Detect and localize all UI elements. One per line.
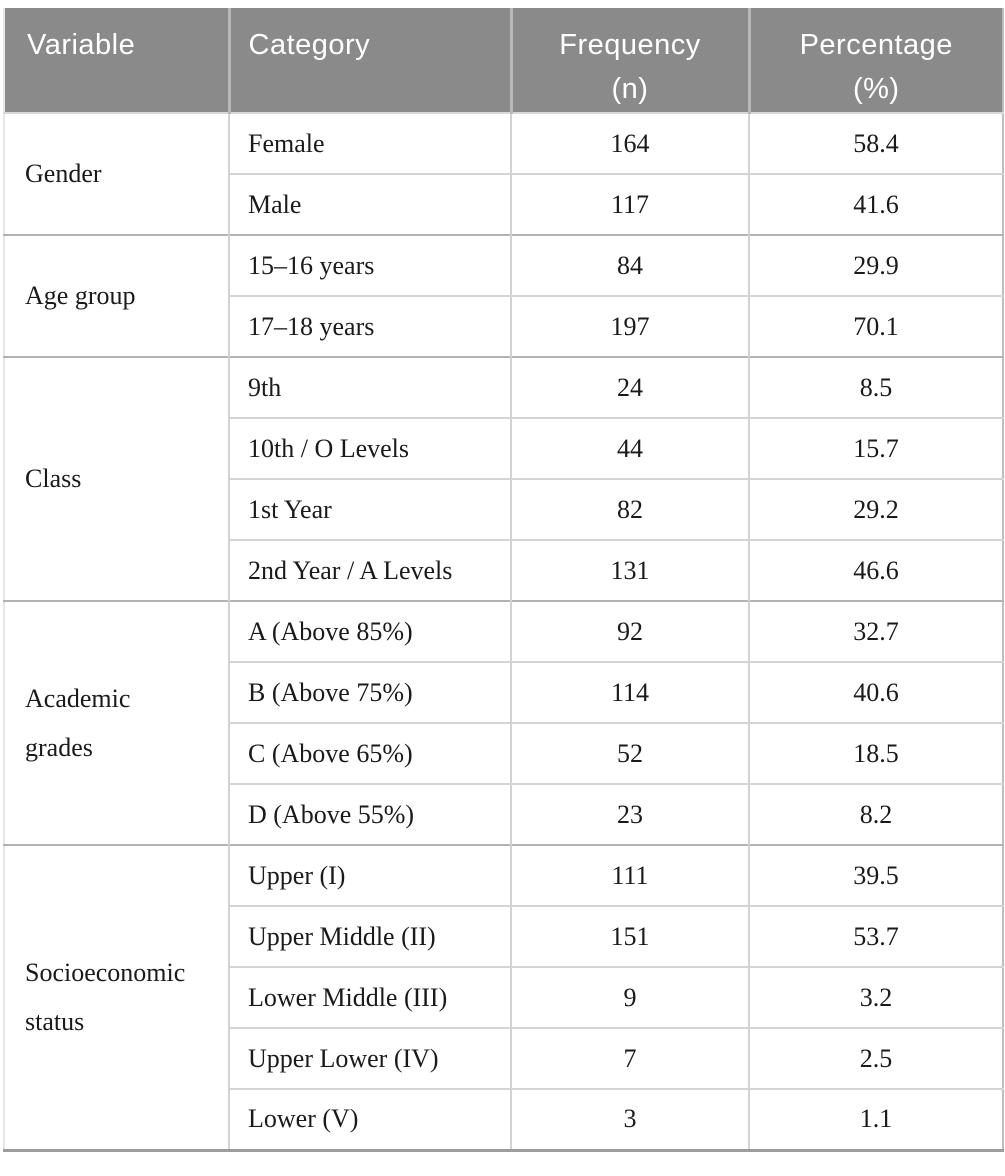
percentage-cell: 70.1 — [748, 295, 1003, 358]
table-row: D (Above 55%) 23 8.2 — [4, 783, 1003, 846]
variable-cell-socioeconomic-status: Socioeconomic status — [4, 844, 229, 1151]
frequency-cell: 117 — [510, 173, 749, 236]
frequency-cell: 52 — [510, 722, 749, 785]
table-row: B (Above 75%) 114 40.6 — [4, 661, 1003, 724]
demographics-table: Variable Category Frequency (n) Percenta… — [3, 8, 1004, 1152]
percentage-cell: 29.9 — [748, 234, 1003, 297]
category-cell: Upper Middle (II) — [228, 905, 511, 968]
category-cell: Lower (V) — [228, 1088, 511, 1151]
percentage-cell: 8.5 — [748, 356, 1003, 419]
frequency-cell: 111 — [510, 844, 749, 907]
variable-cell-academic-grades: Academic grades — [4, 600, 229, 846]
table-row: 2nd Year / A Levels 131 46.6 — [4, 539, 1003, 602]
table-row: Socioeconomic status Upper (I) 111 39.5 — [4, 844, 1003, 1151]
category-cell: 2nd Year / A Levels — [228, 539, 511, 602]
table-row: Lower (V) 3 1.1 — [4, 1088, 1003, 1151]
category-cell: 1st Year — [228, 478, 511, 541]
percentage-cell: 8.2 — [748, 783, 1003, 846]
frequency-cell: 82 — [510, 478, 749, 541]
percentage-cell: 18.5 — [748, 722, 1003, 785]
column-header-category: Category — [227, 8, 511, 114]
category-cell: 17–18 years — [228, 295, 511, 358]
percentage-cell: 40.6 — [748, 661, 1003, 724]
frequency-cell: 164 — [510, 112, 749, 175]
table-row: Class 9th 24 8.5 — [4, 356, 1003, 602]
table-row: 10th / O Levels 44 15.7 — [4, 417, 1003, 480]
table-row: Academic grades A (Above 85%) 92 32.7 — [4, 600, 1003, 846]
column-header-frequency-line2: (n) — [611, 73, 649, 106]
category-cell: Upper (I) — [228, 844, 511, 907]
frequency-cell: 131 — [510, 539, 749, 602]
frequency-cell: 197 — [510, 295, 749, 358]
percentage-cell: 39.5 — [748, 844, 1003, 907]
column-header-variable: Variable — [4, 8, 229, 114]
percentage-cell: 15.7 — [748, 417, 1003, 480]
percentage-cell: 3.2 — [748, 966, 1003, 1029]
table-row: Upper Middle (II) 151 53.7 — [4, 905, 1003, 968]
table-row: Age group 15–16 years 84 29.9 — [4, 234, 1003, 358]
frequency-cell: 92 — [510, 600, 749, 663]
frequency-cell: 3 — [510, 1088, 749, 1151]
category-cell: Female — [228, 112, 511, 175]
category-cell: B (Above 75%) — [228, 661, 511, 724]
column-header-percentage-line1: Percentage — [799, 29, 953, 61]
frequency-cell: 114 — [510, 661, 749, 724]
table-row: Upper Lower (IV) 7 2.5 — [4, 1027, 1003, 1090]
percentage-cell: 2.5 — [748, 1027, 1003, 1090]
percentage-cell: 29.2 — [748, 478, 1003, 541]
variable-cell-gender: Gender — [4, 112, 229, 236]
percentage-cell: 58.4 — [748, 112, 1003, 175]
category-cell: 9th — [228, 356, 511, 419]
frequency-cell: 84 — [510, 234, 749, 297]
category-cell: Male — [228, 173, 511, 236]
percentage-cell: 41.6 — [748, 173, 1003, 236]
variable-cell-age-group: Age group — [4, 234, 229, 358]
frequency-cell: 23 — [510, 783, 749, 846]
category-cell: 10th / O Levels — [228, 417, 511, 480]
category-cell: C (Above 65%) — [228, 722, 511, 785]
table-row: Gender Female 164 58.4 — [4, 112, 1003, 236]
frequency-cell: 7 — [510, 1027, 749, 1090]
column-header-percentage-line2: (%) — [852, 73, 900, 106]
category-cell: A (Above 85%) — [228, 600, 511, 663]
column-header-frequency-line1: Frequency — [559, 29, 701, 61]
frequency-cell: 44 — [510, 417, 749, 480]
frequency-cell: 9 — [510, 966, 749, 1029]
column-header-frequency: Frequency (n) — [509, 8, 749, 114]
category-cell: Upper Lower (IV) — [228, 1027, 511, 1090]
category-cell: Lower Middle (III) — [228, 966, 511, 1029]
percentage-cell: 46.6 — [748, 539, 1003, 602]
category-cell: D (Above 55%) — [228, 783, 511, 846]
percentage-cell: 53.7 — [748, 905, 1003, 968]
category-cell: 15–16 years — [228, 234, 511, 297]
table-header: Variable Category Frequency (n) Percenta… — [4, 8, 1003, 114]
percentage-cell: 32.7 — [748, 600, 1003, 663]
table-row: Male 117 41.6 — [4, 173, 1003, 236]
table-row: C (Above 65%) 52 18.5 — [4, 722, 1003, 785]
frequency-cell: 151 — [510, 905, 749, 968]
table-row: 17–18 years 197 70.1 — [4, 295, 1003, 358]
percentage-cell: 1.1 — [748, 1088, 1003, 1151]
table-row: Lower Middle (III) 9 3.2 — [4, 966, 1003, 1029]
table-row: 1st Year 82 29.2 — [4, 478, 1003, 541]
frequency-cell: 24 — [510, 356, 749, 419]
header-row: Variable Category Frequency (n) Percenta… — [4, 8, 1003, 114]
table-body: Gender Female 164 58.4 Male 117 41.6 Age… — [4, 112, 1003, 1151]
variable-cell-class: Class — [4, 356, 229, 602]
column-header-percentage: Percentage (%) — [747, 8, 1003, 114]
